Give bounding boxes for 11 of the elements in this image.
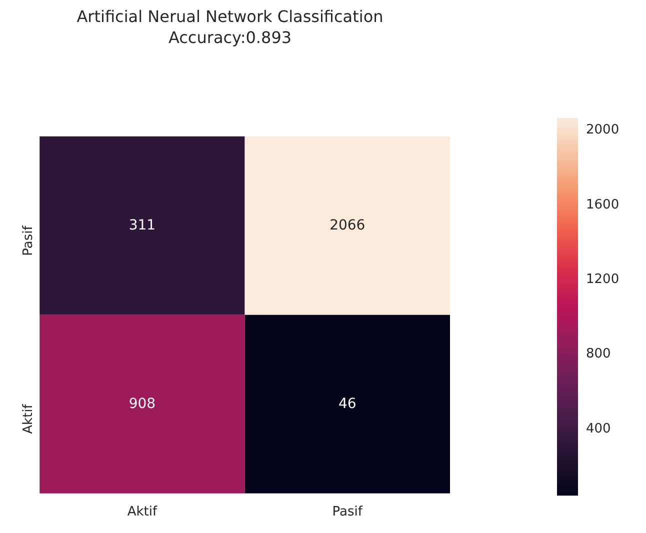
color-bar-label: 1200: [586, 272, 620, 287]
color-bar-label: 2000: [586, 122, 620, 138]
color-bar-label: 800: [586, 346, 611, 362]
data-label: 311: [128, 217, 156, 234]
data-label: 2066: [330, 217, 366, 234]
chart-title: Artificial Nerual Network Classification: [76, 6, 384, 26]
data-label: 908: [128, 396, 156, 412]
data-label: 46: [338, 396, 356, 412]
color-bar-label: 1600: [586, 197, 620, 212]
color-bar-label: 400: [586, 421, 611, 436]
chart-subtitle: Accuracy:0.893: [168, 28, 292, 47]
